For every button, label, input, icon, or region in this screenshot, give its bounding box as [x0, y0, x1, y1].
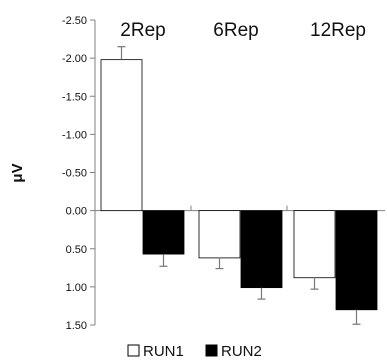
y-tick-label: 1.50 [66, 320, 87, 332]
y-tick-label: -1.00 [62, 129, 87, 141]
y-tick-label: -1.50 [62, 91, 87, 103]
legend-label-run2: RUN2 [221, 343, 262, 360]
bar-run1-2rep [100, 59, 143, 212]
y-tick-label: -2.00 [62, 53, 87, 65]
legend: RUN1 RUN2 [127, 343, 262, 360]
bar-run2-6rep [240, 210, 283, 289]
bar-run1-6rep [198, 210, 241, 259]
y-axis-label: μV [9, 163, 26, 182]
bars [100, 46, 378, 325]
y-tick-label: 1.00 [66, 282, 87, 294]
y-axis: -2.50 -2.00 -1.50 -1.00 -0.50 0.00 0.50 1.00 1.5… [62, 15, 385, 332]
bar-run1-12rep [293, 210, 336, 279]
category-labels: 2Rep 6Rep 12Rep [120, 20, 366, 41]
category-label: 2Rep [120, 20, 165, 41]
bar-run2-12rep [335, 210, 378, 311]
bar-run2-2rep [142, 210, 185, 255]
y-tick-label: 0.00 [66, 206, 87, 218]
legend-swatch-run1 [127, 344, 140, 357]
legend-swatch-run2 [205, 344, 218, 357]
y-tick-label: -0.50 [62, 168, 87, 180]
category-label: 6Rep [213, 20, 258, 41]
legend-label-run1: RUN1 [143, 343, 184, 360]
category-label: 12Rep [310, 20, 366, 41]
y-tick-label: -2.50 [62, 15, 87, 27]
y-tick-label: 0.50 [66, 244, 87, 256]
